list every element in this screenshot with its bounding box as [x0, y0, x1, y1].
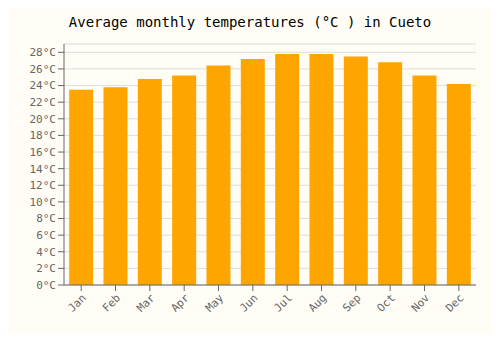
svg-text:May: May: [203, 291, 227, 315]
svg-text:22°C: 22°C: [30, 96, 57, 109]
svg-text:4°C: 4°C: [36, 246, 56, 259]
svg-text:16°C: 16°C: [30, 146, 57, 159]
svg-text:Nov: Nov: [409, 291, 433, 315]
svg-text:Aug: Aug: [306, 291, 329, 314]
svg-text:Jun: Jun: [237, 291, 260, 314]
svg-text:18°C: 18°C: [30, 129, 57, 142]
svg-text:Feb: Feb: [100, 291, 123, 314]
svg-text:8°C: 8°C: [36, 212, 56, 225]
svg-text:28°C: 28°C: [30, 46, 57, 59]
svg-text:Mar: Mar: [134, 291, 158, 315]
svg-text:Jul: Jul: [272, 291, 295, 314]
svg-text:Oct: Oct: [375, 291, 398, 314]
svg-text:12°C: 12°C: [30, 179, 57, 192]
svg-text:6°C: 6°C: [36, 229, 56, 242]
svg-text:14°C: 14°C: [30, 163, 57, 176]
svg-text:10°C: 10°C: [30, 196, 57, 209]
svg-text:2°C: 2°C: [36, 262, 56, 275]
svg-text:Sep: Sep: [340, 291, 363, 314]
svg-text:Jan: Jan: [66, 291, 89, 314]
svg-text:26°C: 26°C: [30, 63, 57, 76]
svg-text:Apr: Apr: [169, 291, 193, 315]
svg-text:0°C: 0°C: [36, 279, 56, 292]
svg-text:20°C: 20°C: [30, 113, 57, 126]
svg-text:Dec: Dec: [443, 291, 466, 314]
svg-text:24°C: 24°C: [30, 79, 57, 92]
html-text:Average monthly temperatures (: Average monthly temperatures (°C ) in Cu…: [68, 14, 432, 30]
